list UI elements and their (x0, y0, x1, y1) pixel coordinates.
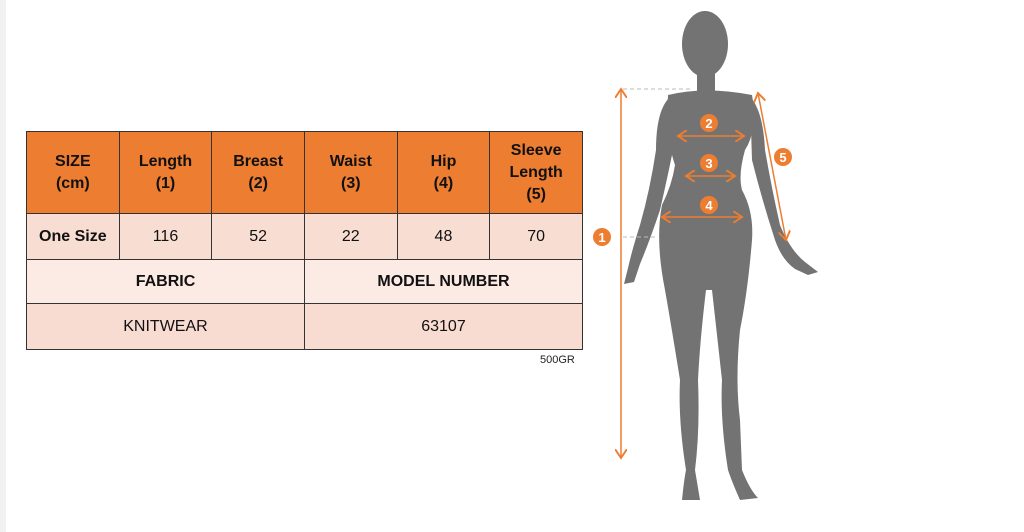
fabric-label: FABRIC (26, 259, 305, 304)
weight-note: 500GR (540, 354, 575, 366)
header-sleeve-length: Sleeve Length (5) (489, 131, 583, 214)
marker-3: 3 (700, 154, 718, 172)
fabric-value: KNITWEAR (26, 303, 305, 350)
left-edge (0, 0, 6, 532)
svg-text:5: 5 (779, 150, 786, 165)
header-size: SIZE (cm) (26, 131, 120, 214)
header-row: SIZE (cm) Length (1) Breast (2) Waist (3… (26, 131, 583, 214)
svg-text:1: 1 (598, 230, 605, 245)
model-number-label: MODEL NUMBER (303, 259, 584, 304)
woman-silhouette (624, 11, 818, 500)
header-waist: Waist (3) (303, 131, 398, 214)
marker-1: 1 (593, 228, 611, 246)
sleeve-length-value: 70 (489, 213, 583, 260)
marker-4: 4 (700, 196, 718, 214)
sleeve-arrow (758, 93, 786, 240)
marker-2: 2 (700, 114, 718, 132)
length-value: 116 (118, 213, 213, 260)
marker-5: 5 (774, 148, 792, 166)
info-label-row: FABRIC MODEL NUMBER (26, 259, 584, 304)
table-row: One Size 116 52 22 48 70 (26, 213, 583, 260)
info-value-row: KNITWEAR 63107 (26, 303, 584, 350)
svg-text:2: 2 (705, 116, 712, 131)
hip-value: 48 (396, 213, 491, 260)
svg-text:4: 4 (705, 198, 713, 213)
model-number-value: 63107 (303, 303, 584, 350)
svg-text:3: 3 (705, 156, 712, 171)
header-breast: Breast (2) (211, 131, 305, 214)
header-length: Length (1) (118, 131, 213, 214)
size-chart-table: SIZE (cm) Length (1) Breast (2) Waist (3… (26, 131, 584, 350)
size-label: One Size (26, 213, 120, 260)
waist-value: 22 (303, 213, 398, 260)
